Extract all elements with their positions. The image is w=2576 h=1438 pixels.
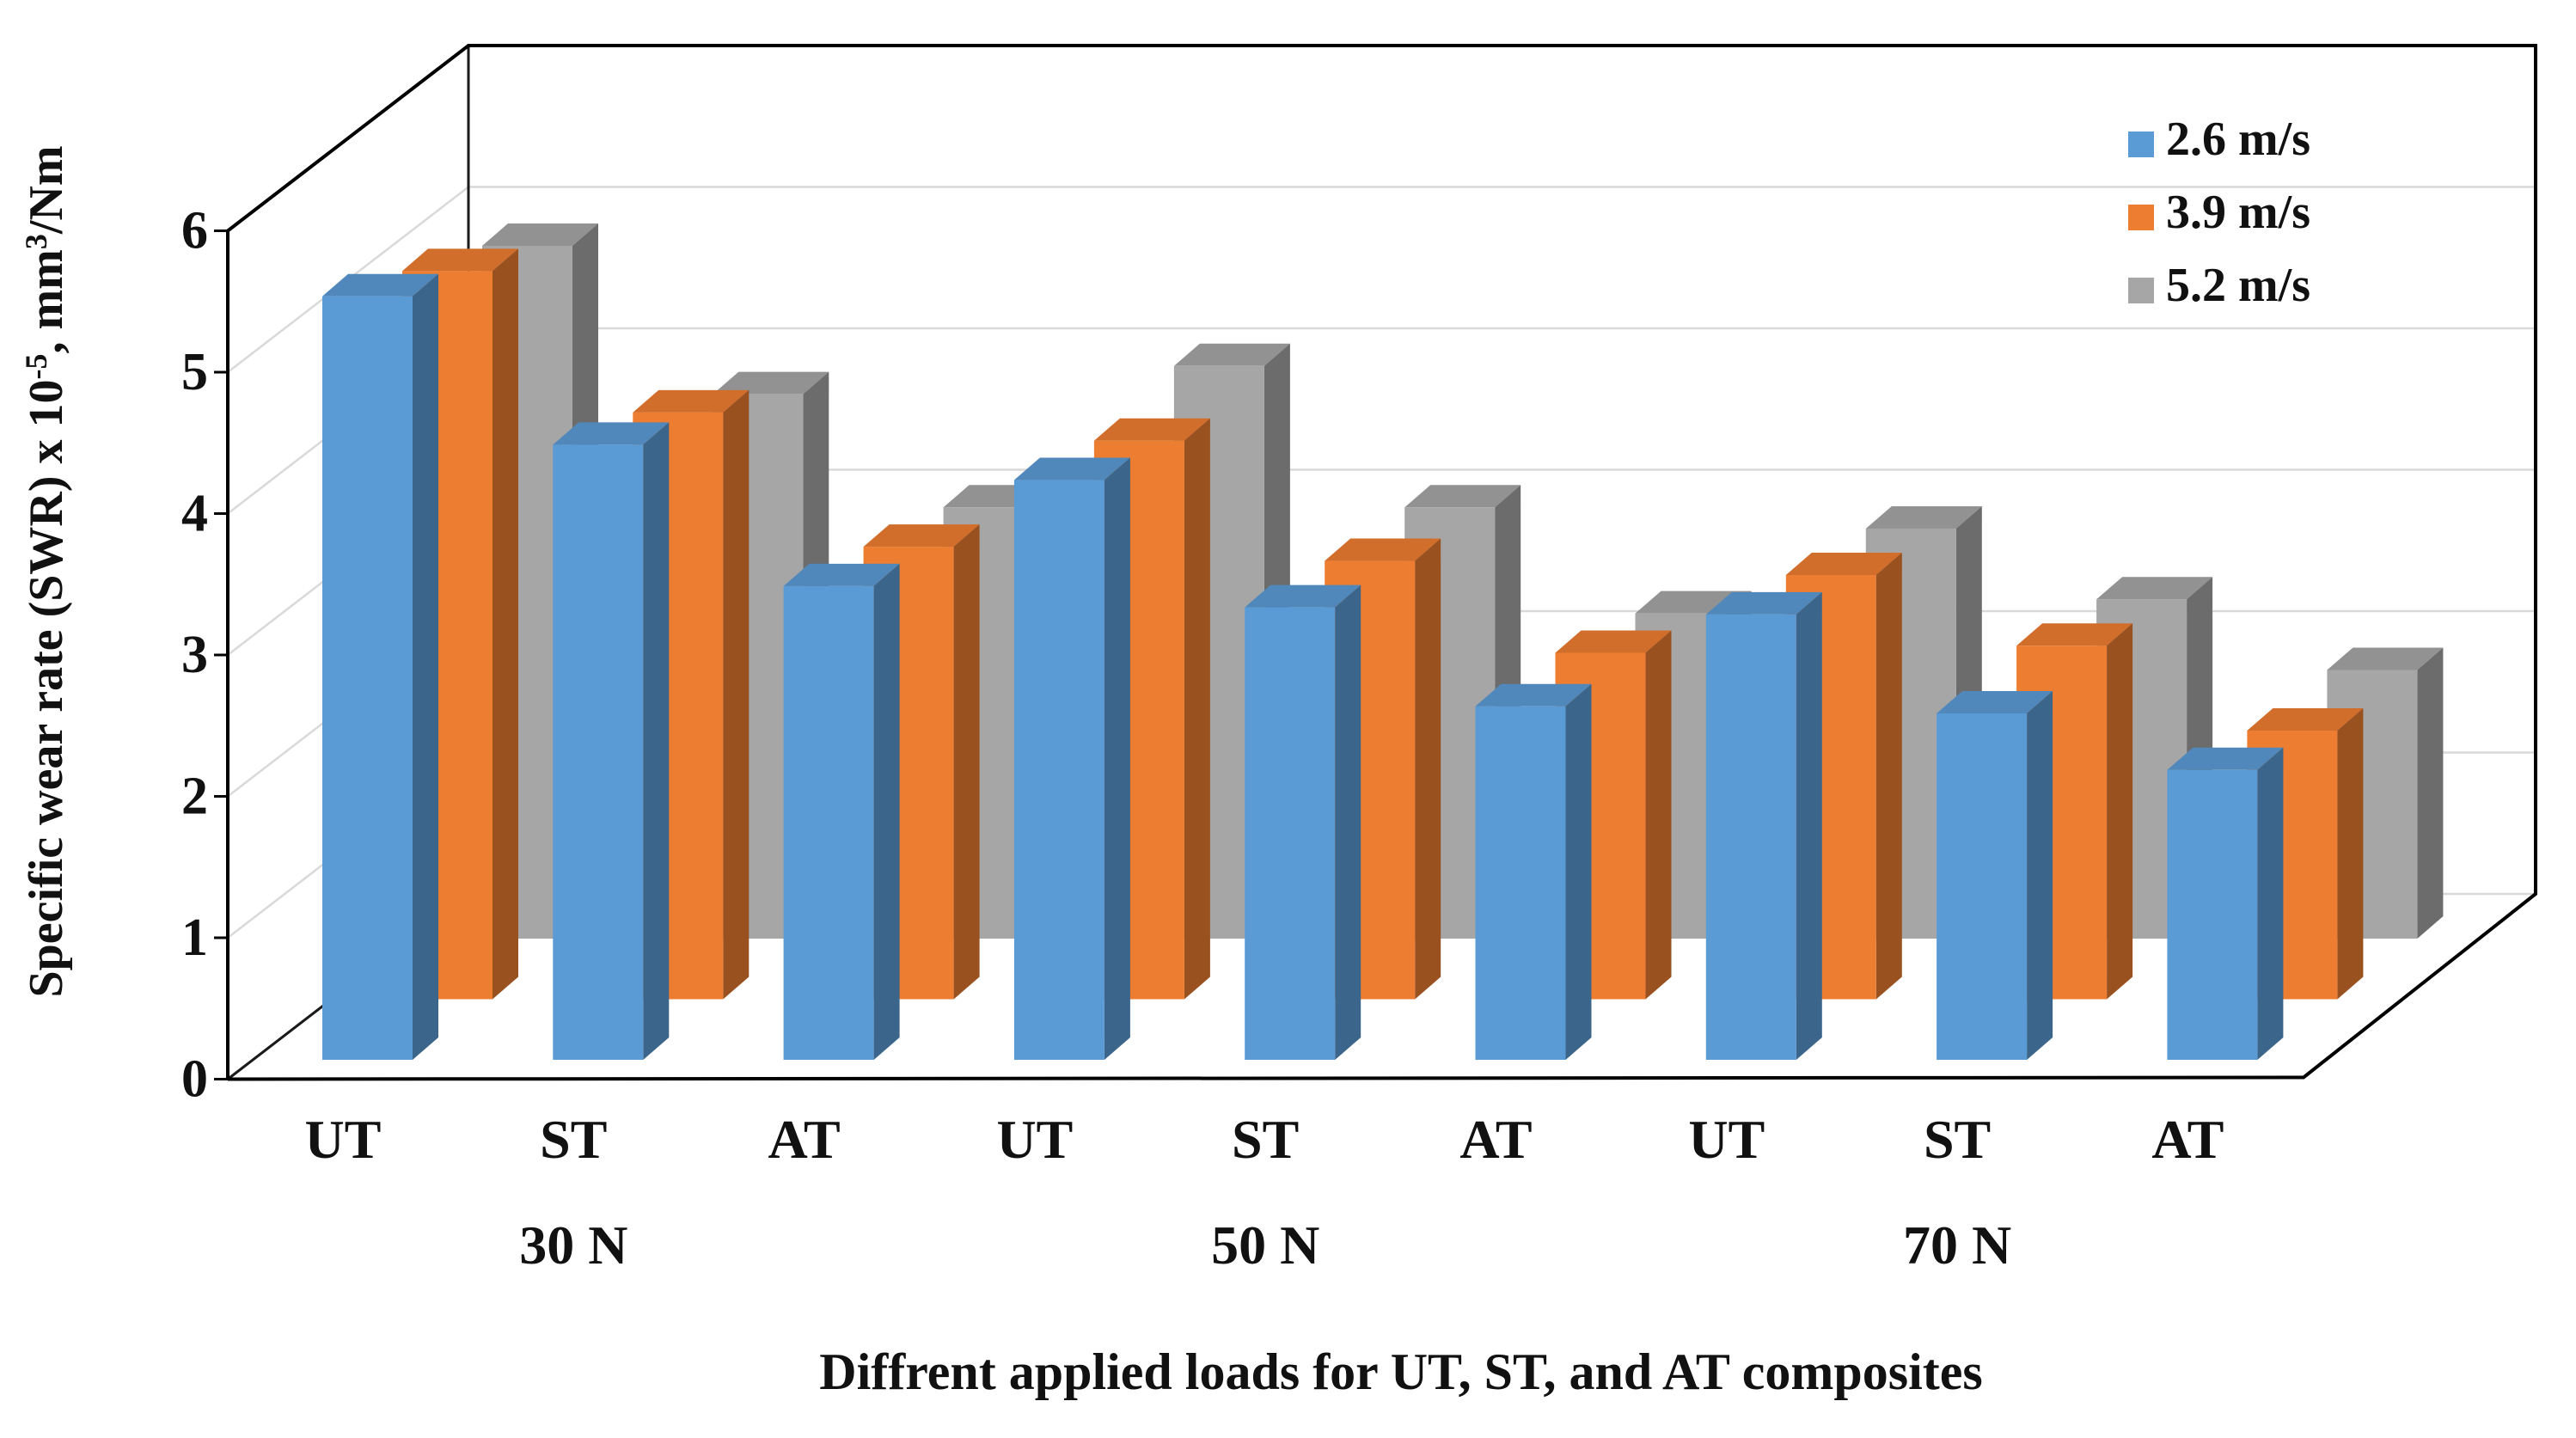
bar-30N-AT-2.6m/s (783, 563, 900, 1060)
bar-side-face (1335, 584, 1361, 1060)
bar-70N-AT-2.6m/s (2167, 747, 2284, 1060)
bar-top-face (1785, 553, 1902, 575)
bar-front-face (322, 296, 413, 1060)
load-group-label: 50 N (1211, 1215, 1319, 1276)
legend-label: 2.6 m/s (2166, 113, 2310, 166)
category-label: AT (2151, 1109, 2224, 1170)
legend-item-3.9m/s: 3.9 m/s (2128, 186, 2310, 239)
bar-top-face (713, 371, 829, 395)
bar-side-face (1565, 683, 1592, 1060)
bar-top-face (2096, 577, 2213, 600)
bar-side-face (1415, 538, 1441, 1000)
category-label: UT (305, 1109, 382, 1170)
bar-top-face (322, 273, 438, 297)
load-group-label: 30 N (519, 1215, 627, 1276)
category-axis-labels: UT ST AT UT ST AT UT ST AT 30 N 50 N 70 N (305, 1109, 2224, 1276)
legend-label: 5.2 m/s (2166, 259, 2310, 312)
legend-label: 3.9 m/s (2166, 186, 2310, 239)
bar-top-face (553, 422, 670, 445)
bar-top-face (402, 248, 518, 272)
bar-top-face (1013, 457, 1130, 480)
y-tick-label: 0 (181, 1050, 208, 1109)
bar-side-face (2107, 623, 2133, 1000)
bar-side-face (873, 563, 900, 1060)
bar-50N-ST-2.6m/s (1245, 584, 1361, 1060)
y-axis-title: Specific wear rate (SWR) x 10-5, mm3/Nm (19, 146, 73, 998)
load-group-label: 70 N (1903, 1215, 2011, 1276)
bar-side-face (1796, 591, 1822, 1060)
bar-side-face (1875, 553, 1902, 1000)
bar-front-face (2167, 769, 2258, 1060)
bar-side-face (953, 524, 980, 1000)
y-tick-label: 5 (181, 343, 208, 401)
bar-50N-AT-2.6m/s (1475, 683, 1592, 1060)
chart-title: Diffrent applied loads for UT, ST, and A… (819, 1343, 1983, 1400)
legend-item-5.2m/s: 5.2 m/s (2128, 259, 2310, 312)
bar-top-face (863, 524, 980, 548)
bar-side-face (723, 389, 750, 1000)
axes-and-ticks: 0 1 2 3 4 5 6 (181, 44, 2537, 1109)
bar-front-face (553, 444, 644, 1060)
bar-30N-UT-2.6m/s (322, 273, 438, 1060)
category-label: UT (996, 1109, 1073, 1170)
bar-front-face (1013, 480, 1104, 1060)
bar-side-face (413, 273, 438, 1060)
bar-50N-UT-2.6m/s (1013, 457, 1130, 1060)
legend-swatch (2128, 205, 2154, 230)
bar-top-face (633, 389, 750, 413)
bar-top-face (1093, 418, 1210, 441)
bar-side-face (493, 248, 518, 1000)
bar-front-face (783, 585, 874, 1060)
bar-top-face (1245, 584, 1361, 608)
category-label: AT (1459, 1109, 1532, 1170)
y-tick-label: 2 (181, 768, 208, 826)
bar-top-face (1404, 485, 1521, 508)
legend-item-2.6m/s: 2.6 m/s (2128, 113, 2310, 166)
category-label: UT (1688, 1109, 1765, 1170)
category-label: AT (768, 1109, 841, 1170)
bar-top-face (1475, 683, 1592, 707)
bar-side-face (2337, 707, 2364, 1000)
bar-70N-UT-2.6m/s (1705, 591, 1822, 1060)
y-tick-label: 6 (181, 202, 208, 260)
bar-70N-ST-2.6m/s (1937, 690, 2053, 1060)
bar-front-face (1705, 614, 1796, 1060)
bar-top-face (2247, 707, 2364, 731)
bar-top-face (1325, 538, 1441, 561)
category-label: ST (540, 1109, 607, 1170)
bars-3d (322, 223, 2444, 1060)
bar-front-face (1475, 706, 1566, 1060)
bar-side-face (643, 422, 670, 1060)
y-tick-label: 3 (181, 626, 208, 684)
bar-top-face (2327, 647, 2444, 670)
bar-side-face (2027, 690, 2053, 1060)
bar-top-face (783, 563, 900, 586)
bar-top-face (1865, 505, 1982, 529)
bar-top-face (1555, 630, 1672, 653)
legend-swatch (2128, 278, 2154, 303)
bar-top-face (1937, 690, 2053, 713)
category-label: ST (1232, 1109, 1299, 1170)
bar-30N-ST-2.6m/s (553, 422, 670, 1060)
y-tick-label: 1 (181, 909, 208, 967)
bar-front-face (1245, 607, 1336, 1060)
bar-top-face (1173, 343, 1290, 366)
bar-side-face (1645, 630, 1672, 1000)
bar-front-face (1937, 713, 2028, 1060)
legend: 2.6 m/s 3.9 m/s 5.2 m/s (2128, 113, 2310, 312)
bar-side-face (2417, 647, 2444, 939)
bar-top-face (1705, 591, 1822, 615)
legend-swatch (2128, 132, 2154, 157)
bar-side-face (1184, 418, 1210, 1000)
bar-top-face (482, 223, 598, 246)
bar-side-face (2257, 747, 2284, 1060)
y-tick-label: 4 (181, 485, 208, 543)
bar-top-face (2016, 623, 2133, 646)
bar-top-face (2167, 747, 2284, 770)
bar-side-face (1104, 457, 1130, 1060)
category-label: ST (1924, 1109, 1991, 1170)
